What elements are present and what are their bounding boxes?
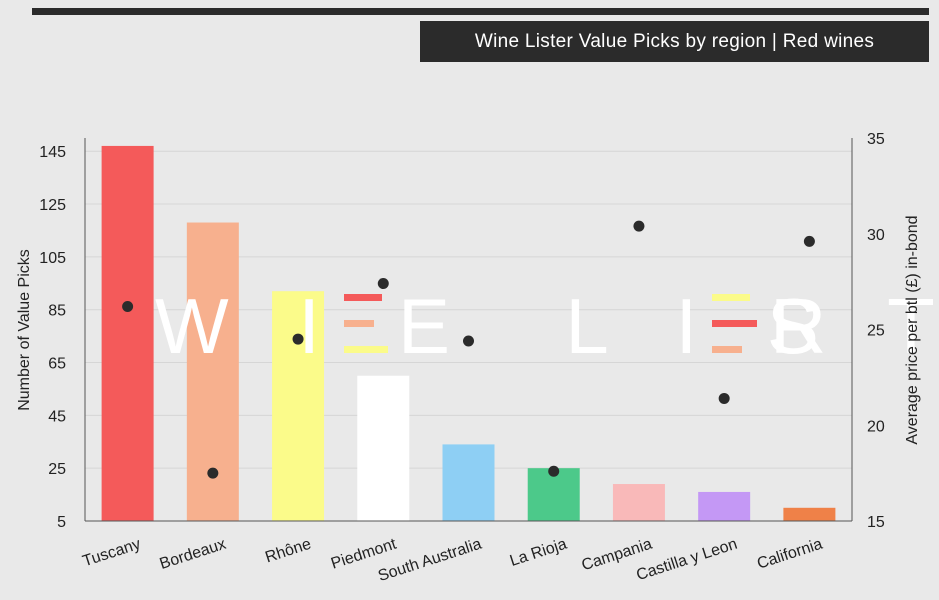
price-dot-piedmont [377, 278, 389, 290]
price-dot-california [803, 235, 815, 247]
category-label: California [755, 536, 825, 573]
bar-california [783, 507, 836, 521]
bar-castilla-y-leon [698, 491, 751, 521]
bar-south-australia [442, 444, 495, 521]
category-label: La Rioja [508, 536, 569, 570]
y-axis-label: Number of Value Picks [16, 249, 33, 411]
category-label: Bordeaux [158, 536, 228, 573]
axes [84, 138, 853, 522]
left-tick-label: 25 [48, 461, 66, 478]
left-tick-label: 5 [57, 514, 66, 531]
price-dot-la-rioja [548, 465, 560, 477]
watermark-e-stripes [712, 294, 757, 353]
left-tick-label: 85 [48, 303, 66, 320]
left-tick-label: 45 [48, 408, 66, 425]
category-label: Rhône [263, 536, 313, 567]
y2-axis-label: Average price per btl (£) in-bond [904, 215, 921, 444]
left-tick-label: 105 [39, 250, 66, 267]
price-dot-south-australia [463, 335, 474, 347]
left-tick-label: 145 [39, 144, 66, 161]
price-dot-campania [633, 220, 645, 232]
price-dot-castilla-y-leon [718, 392, 730, 404]
right-tick-labels: 15 20 25 30 35 [867, 131, 885, 531]
right-tick-label: 15 [867, 514, 885, 531]
watermark-middle: E L I S T [398, 282, 939, 370]
category-label: Tuscany [81, 536, 143, 571]
bar-piedmont [357, 375, 410, 521]
chart-title: Wine Lister Value Picks by region | Red … [420, 21, 929, 62]
right-tick-label: 25 [867, 323, 885, 340]
watermark-left: W I [155, 282, 344, 370]
bar-campania [612, 484, 665, 521]
bar-rhône [272, 291, 325, 521]
price-dot-rhône [292, 333, 304, 345]
price-dots [122, 220, 815, 479]
left-tick-label: 65 [48, 356, 66, 373]
bars [101, 145, 836, 521]
bar-tuscany [101, 145, 154, 521]
right-tick-label: 30 [867, 227, 885, 244]
watermark: W I E L I S T R [155, 282, 939, 370]
price-dot-bordeaux [207, 467, 219, 479]
left-tick-label: 125 [39, 197, 66, 214]
right-tick-label: 20 [867, 418, 885, 435]
watermark-right: R [770, 282, 826, 370]
price-dot-tuscany [122, 301, 134, 313]
left-tick-labels: 5 25 45 65 85 105 125 145 [39, 144, 66, 531]
watermark-n-stripes-1 [344, 294, 388, 353]
right-tick-label: 35 [867, 131, 885, 148]
bar-la-rioja [527, 468, 580, 521]
top-rule [32, 8, 929, 15]
